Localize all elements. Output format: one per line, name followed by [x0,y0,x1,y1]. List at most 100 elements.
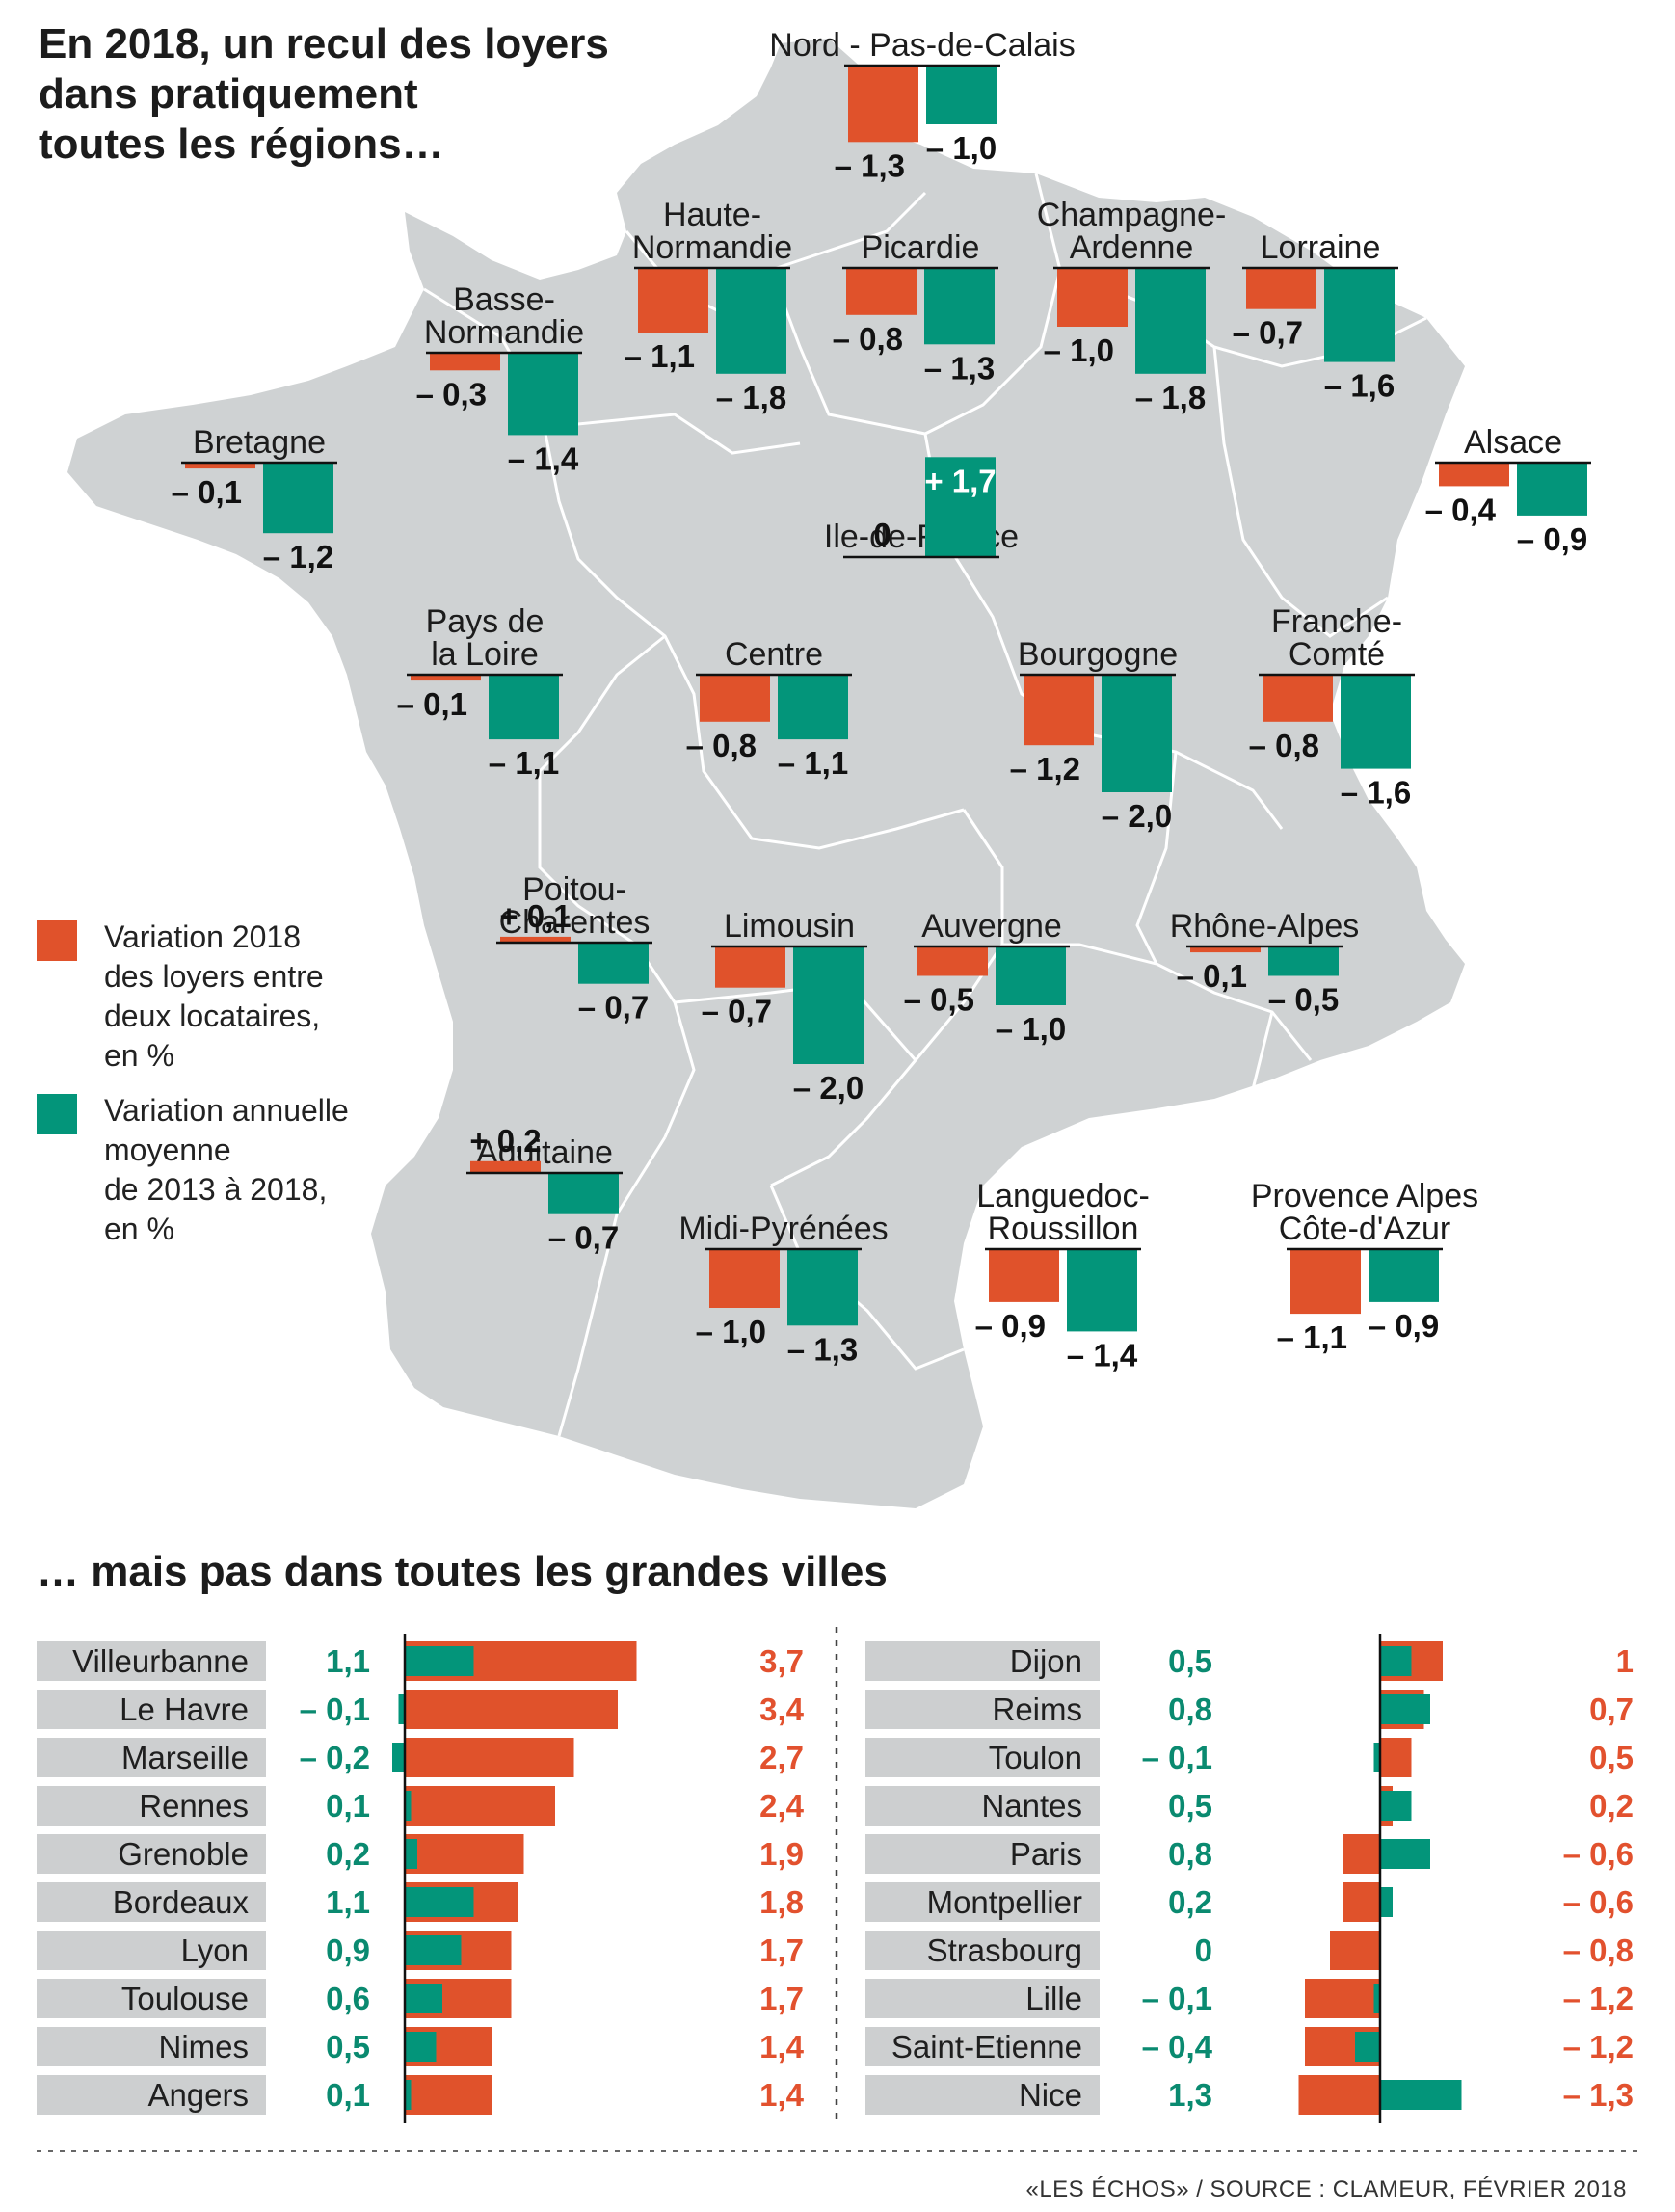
city-label-box [865,1690,1100,1729]
region-bar-2018-label: – 0,8 [1249,728,1319,763]
city-2018-value: – 0,6 [1563,1884,1634,1920]
region-bar-2018-label: – 1,2 [1010,751,1080,786]
city-bar-2018 [1343,1882,1380,1922]
city-name: Grenoble [118,1836,249,1872]
region-bar-2013-2018-label: – 1,4 [1067,1337,1138,1373]
city-bar-2013-2018 [405,1791,412,1821]
city-bar-2018 [1298,2075,1380,2115]
city-row-saint-etienne: Saint-Etienne – 0,4 – 1,2 [865,2027,1634,2066]
city-name: Toulon [989,1740,1082,1775]
city-2013-2018-value: – 0,4 [1142,2029,1213,2065]
city-bar-2013-2018 [1380,1694,1430,1724]
city-label-box [37,1641,266,1681]
region-bar-2018 [185,463,255,469]
city-2013-2018-value: – 0,1 [1142,1981,1212,2016]
city-bar-2013-2018 [405,1887,474,1917]
region-name: Pays de [426,603,545,640]
region-bar-2018-label: – 1,1 [625,338,695,374]
city-2013-2018-value: 1,1 [326,1643,370,1679]
region-bar-2018 [638,268,708,333]
city-label-box [37,1786,266,1826]
region-bar-2018-label: – 0,3 [416,376,487,412]
city-row-reims: Reims 0,8 0,7 [865,1690,1634,1729]
region-name: Ardenne [1070,229,1194,266]
region-name: Franche- [1271,603,1402,640]
region-name: Champagne- [1037,197,1227,233]
region-bar-2013-2018-label: – 0,9 [1517,521,1587,557]
city-bar-2013-2018 [1380,2080,1462,2110]
legend-1318-line-3: de 2013 à 2018, [104,1172,327,1207]
region-bar-2013-2018-label: – 1,6 [1341,775,1411,811]
region-poitou-charentes: Poitou-Charentes+ 0,1 – 0,7 [496,871,652,1026]
city-2013-2018-value: – 0,1 [300,1692,370,1727]
city-2013-2018-value: – 0,1 [1142,1740,1212,1775]
city-name: Angers [147,2077,249,2113]
region-bar-2013-2018 [508,353,578,436]
city-row-nimes: Nimes 0,5 1,4 [37,2027,805,2066]
title-line-3: toutes les régions… [39,120,444,168]
region-name: Charentes [499,904,651,941]
region-franche-comt: Franche-Comté – 0,8 – 1,6 [1249,603,1415,811]
region-aquitaine: Aquitaine+ 0,2– 0,7 [466,1123,623,1256]
region-bar-2013-2018-label: – 1,8 [1135,380,1206,415]
region-name: Bretagne [193,424,326,461]
city-2013-2018-value: 0,8 [1168,1692,1212,1727]
city-row-paris: Paris 0,8 – 0,6 [865,1834,1634,1874]
city-bar-2013-2018 [405,1935,462,1965]
region-charts: Nord - Pas-de-Calais– 1,3– 1,0Haute-Norm… [172,27,1591,1373]
region-name: Comté [1289,636,1385,673]
city-bar-2018 [1330,1931,1380,1970]
city-name: Strasbourg [927,1932,1082,1968]
region-bar-2018 [500,936,571,943]
city-2013-2018-value: 0,8 [1168,1836,1212,1872]
region-bar-2018-label: – 0,8 [833,321,903,357]
city-name: Dijon [1010,1643,1082,1679]
legend-2018-line-4: en % [104,1038,174,1073]
region-bar-2013-2018-label: – 1,0 [926,130,997,166]
city-2013-2018-value: 0,5 [1168,1788,1212,1824]
city-2013-2018-value: 0,1 [326,2077,370,2113]
city-bar-2013-2018 [405,1839,417,1869]
region-bar-2013-2018 [787,1249,858,1326]
city-2018-value: 0,2 [1589,1788,1634,1824]
region-bar-2018 [1246,268,1316,309]
title-line-2: dans pratiquement [39,70,418,118]
legend-1318-line-4: en % [104,1212,174,1246]
region-bar-2013-2018-label: – 1,3 [787,1331,858,1367]
city-bar-2013-2018 [1380,1646,1412,1676]
city-2013-2018-value: 0,2 [1168,1884,1212,1920]
region-bar-2013-2018-label: + 1,7 [924,463,996,498]
region-bar-2018-label: – 0,8 [686,728,757,763]
region-bar-2013-2018-label: – 1,6 [1324,368,1395,404]
city-2018-value: 3,7 [759,1643,804,1679]
region-bar-2018 [1190,946,1261,953]
region-bar-2013-2018 [924,268,995,345]
title-line-1: En 2018, un recul des loyers [39,20,609,67]
region-name: Haute- [663,197,761,233]
region-bar-2018-label: – 0,9 [975,1308,1046,1344]
region-bar-2013-2018 [1324,268,1395,362]
city-bar-2013-2018 [1380,1887,1393,1917]
city-row-dijon: Dijon 0,5 1 [865,1641,1634,1681]
region-bar-2013-2018 [716,268,786,374]
region-bar-2013-2018-label: – 1,0 [996,1011,1066,1047]
region-bar-2013-2018 [778,675,848,740]
cities-title: … mais pas dans toutes les grandes ville… [37,1548,888,1595]
region-bar-2013-2018 [1135,268,1206,374]
region-name: Basse- [453,281,555,318]
region-bar-2013-2018 [1517,463,1587,516]
region-bar-2018-label: 0 [873,517,891,552]
region-bretagne: Bretagne – 0,1 – 1,2 [172,424,337,574]
region-bar-2013-2018-label: – 1,4 [508,440,579,476]
source-text: «LES ÉCHOS» / SOURCE : CLAMEUR, FÉVRIER … [1025,2176,1627,2202]
city-2013-2018-value: 0,2 [326,1836,370,1872]
city-label-box [37,2027,266,2066]
city-label-box [37,1738,266,1777]
region-bar-2018 [1057,268,1128,327]
city-2018-value: 2,4 [759,1788,805,1824]
city-label-box [37,1834,266,1874]
city-2013-2018-value: 1,3 [1168,2077,1212,2113]
region-name: Languedoc- [976,1178,1150,1214]
